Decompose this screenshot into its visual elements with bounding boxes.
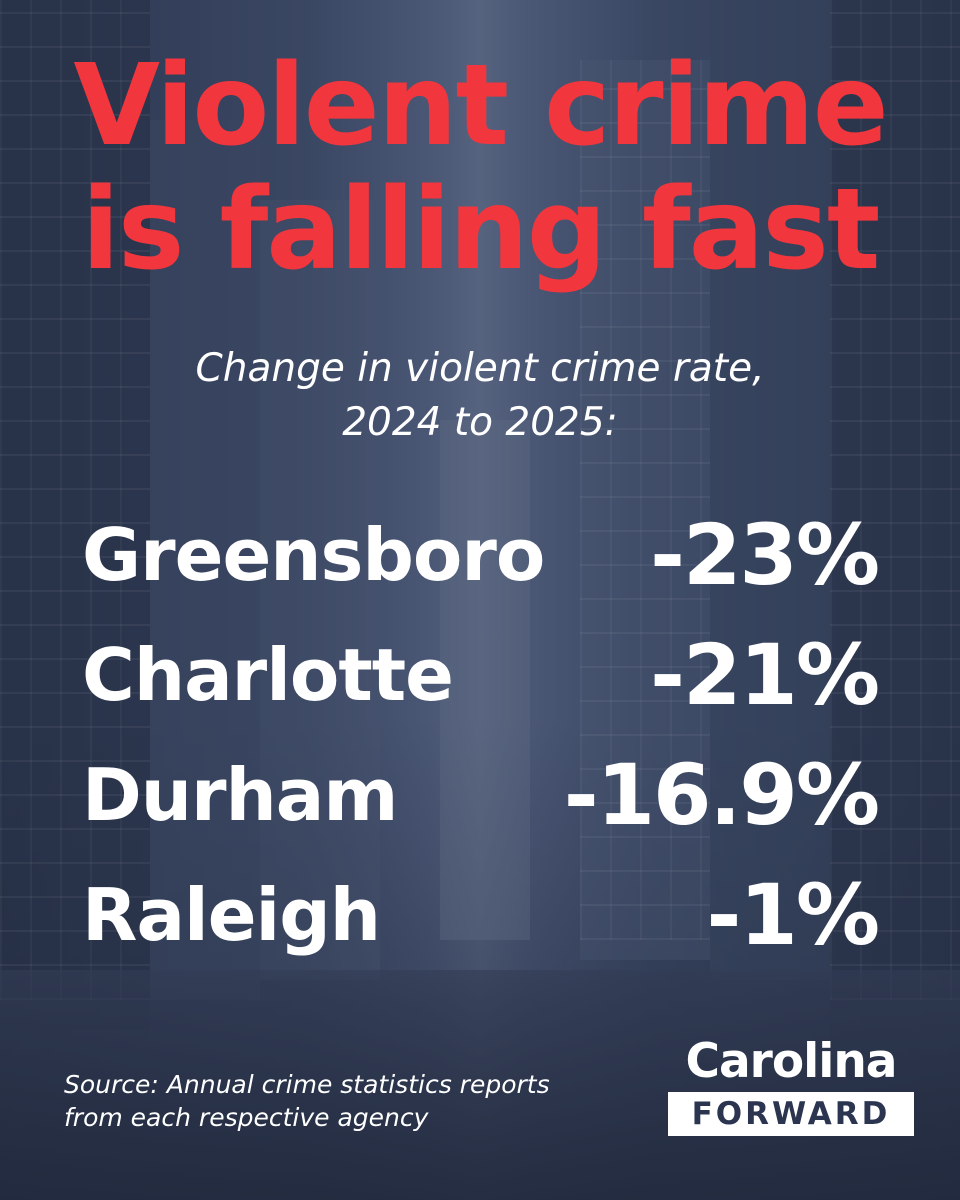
background-building	[440, 420, 530, 940]
city-stats-list: Greensboro -23% Charlotte -21% Durham -1…	[82, 500, 880, 980]
city-change-value: -23%	[650, 506, 880, 604]
logo-word-top: Carolina	[685, 1034, 897, 1089]
carolina-forward-logo: Carolina FORWARD	[668, 1036, 914, 1136]
city-name: Durham	[82, 753, 398, 837]
headline-line-1: Violent crime	[73, 41, 888, 171]
city-change-value: -16.9%	[563, 746, 880, 844]
background-building	[150, 120, 260, 1000]
background-building	[0, 0, 150, 1030]
headline: Violent crime is falling fast	[0, 44, 960, 292]
city-name: Charlotte	[82, 633, 454, 717]
logo-word-bottom: FORWARD	[691, 1096, 891, 1132]
city-change-value: -1%	[706, 866, 880, 964]
building-windows	[580, 60, 710, 940]
subtitle-line-2: 2024 to 2025:	[342, 400, 618, 445]
street	[0, 970, 960, 1200]
source-line-2: from each respective agency	[64, 1103, 429, 1132]
city-row-raleigh: Raleigh -1%	[82, 860, 880, 980]
city-row-greensboro: Greensboro -23%	[82, 500, 880, 620]
headline-line-2: is falling fast	[81, 165, 881, 295]
city-change-value: -21%	[650, 626, 880, 724]
city-name: Raleigh	[82, 873, 381, 957]
subtitle: Change in violent crime rate, 2024 to 20…	[0, 342, 960, 450]
building-windows	[830, 0, 960, 1000]
logo-box: FORWARD	[668, 1092, 914, 1136]
source-note: Source: Annual crime statistics reports …	[64, 1068, 624, 1134]
building-windows	[0, 0, 150, 1000]
background-building	[580, 60, 710, 960]
source-line-1: Source: Annual crime statistics reports	[64, 1070, 550, 1099]
background-building	[260, 200, 380, 980]
city-name: Greensboro	[82, 513, 545, 597]
background-building	[830, 0, 960, 1050]
subtitle-line-1: Change in violent crime rate,	[195, 346, 765, 391]
city-row-durham: Durham -16.9%	[82, 740, 880, 860]
background-building	[710, 0, 830, 980]
city-row-charlotte: Charlotte -21%	[82, 620, 880, 740]
